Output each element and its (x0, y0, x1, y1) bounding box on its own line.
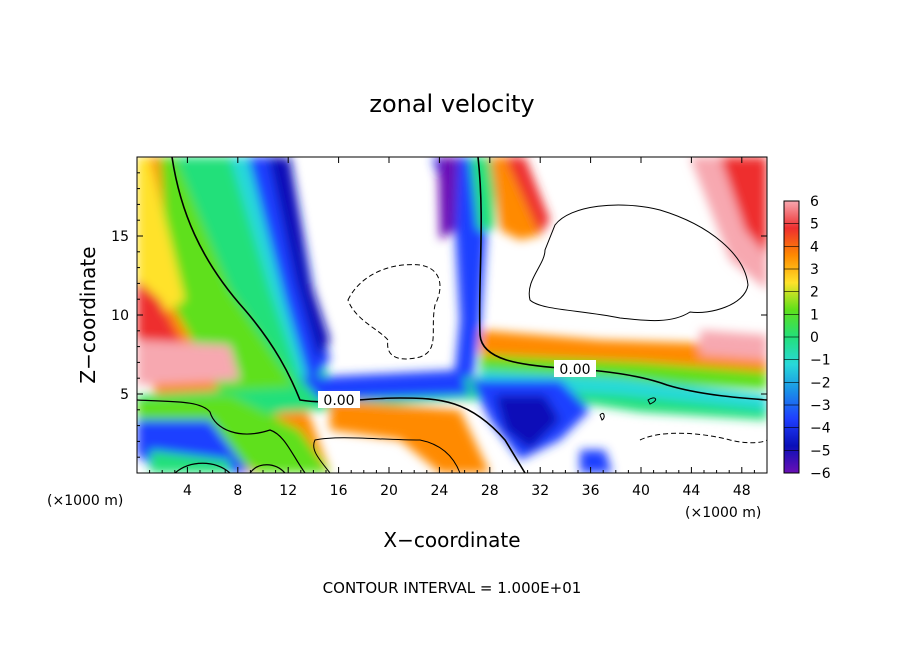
x-tick-label: 24 (430, 483, 448, 499)
x-tick-label: 36 (582, 483, 600, 499)
x-tick-label: 40 (632, 483, 650, 499)
contour-interval-note: CONTOUR INTERVAL = 1.000E+01 (323, 579, 582, 597)
x-tick-label: 20 (380, 483, 398, 499)
contour-label-background (554, 360, 596, 377)
colorbar-tick-label: −3 (810, 398, 831, 414)
x-unit-label-left: (×1000 m) (47, 493, 123, 509)
velocity-field (137, 157, 767, 473)
x-tick-label: 4 (183, 483, 192, 499)
colorbar: 6 5 4 3 2 1 0 −1 −2 −3 −4 −5 −6 (783, 194, 831, 482)
contour-label-group: 0.00 0.00 (318, 360, 596, 409)
y-tick-label: 10 (111, 308, 129, 324)
x-tick-label: 48 (733, 483, 751, 499)
colorbar-tick-label: 0 (810, 330, 819, 346)
contour-label: 0.00 (559, 362, 590, 378)
colorbar-tick-label: −1 (810, 353, 831, 369)
x-tick-label: 32 (531, 483, 549, 499)
colorbar-tick-label: 6 (810, 194, 819, 210)
chart-title: zonal velocity (369, 90, 534, 118)
colorbar-tick-label: −4 (810, 421, 831, 437)
x-tick-label: 16 (330, 483, 348, 499)
colorbar-tick-label: 1 (810, 307, 819, 323)
colorbar-tick-label: −6 (810, 466, 831, 482)
y-axis-label: Z−coordinate (76, 246, 100, 383)
colorbar-tick-label: −5 (810, 443, 831, 459)
contour-label-background (318, 391, 360, 408)
contour-label: 0.00 (323, 393, 354, 409)
y-tick-label: 5 (120, 387, 129, 403)
x-tick-label: 28 (481, 483, 499, 499)
colorbar-tick-label: 3 (810, 262, 819, 278)
x-axis-label: X−coordinate (383, 528, 520, 552)
colorbar-tick-label: −2 (810, 375, 831, 391)
x-tick-label: 8 (233, 483, 242, 499)
y-tick-label: 15 (111, 229, 129, 245)
colorbar-tick-label: 5 (810, 217, 819, 233)
x-unit-label-right: (×1000 m) (685, 505, 761, 521)
y-axis: 5 10 15 (111, 172, 767, 458)
colorbar-tick-label: 4 (810, 239, 819, 255)
x-axis: 4 8 12 16 20 24 28 32 36 40 44 48 (149, 157, 755, 499)
x-tick-label: 44 (682, 483, 700, 499)
colorbar-ticks: 6 5 4 3 2 1 0 −1 −2 −3 −4 −5 −6 (784, 194, 831, 482)
x-tick-label: 12 (279, 483, 297, 499)
colorbar-tick-label: 2 (810, 285, 819, 301)
